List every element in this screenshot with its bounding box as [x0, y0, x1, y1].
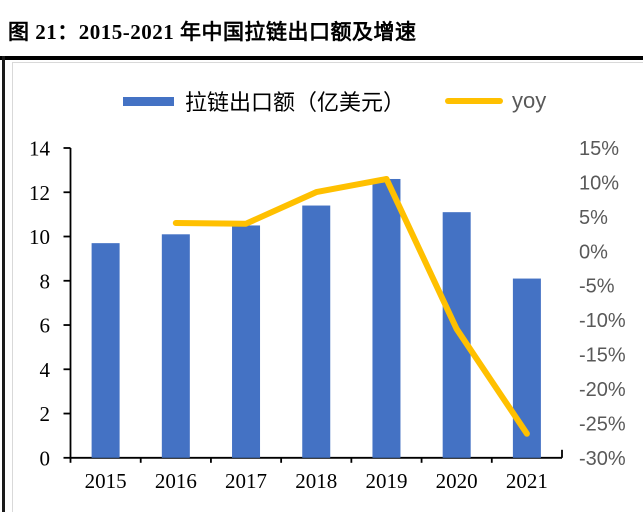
title-underline	[0, 56, 643, 60]
right-axis-tick-label: -10%	[579, 310, 626, 332]
x-axis-category-label: 2021	[506, 469, 548, 493]
y-axis-tick-label: 14	[29, 137, 51, 161]
y-axis-tick-label: 8	[40, 269, 51, 293]
y-axis-tick-label: 12	[29, 181, 50, 205]
yoy-line	[172, 176, 530, 437]
x-axis-category-label: 2015	[85, 469, 127, 493]
x-axis-category-label: 2016	[155, 469, 197, 493]
bar-2020	[442, 212, 471, 458]
right-axis-tick-label: -30%	[579, 448, 626, 470]
right-axis-tick-label: 5%	[579, 207, 608, 229]
right-axis-tick-label: -5%	[579, 276, 615, 298]
figure-left-border	[2, 56, 5, 512]
y-axis-tick-label: 10	[29, 225, 50, 249]
x-axis-category-label: 2020	[436, 469, 478, 493]
bar-2017	[232, 225, 261, 458]
x-axis-category-label: 2017	[225, 469, 267, 493]
legend-bar-label: 拉链出口额（亿美元）	[185, 90, 406, 115]
x-axis-category-label: 2018	[295, 469, 337, 493]
chart-legend: 拉链出口额（亿美元） yoy	[123, 88, 547, 115]
right-axis-tick-label: 0%	[579, 241, 608, 263]
right-axis-tick-label: -25%	[579, 413, 626, 435]
bar-2021	[512, 278, 541, 458]
bar-2015	[91, 243, 120, 458]
legend-line-swatch	[445, 98, 504, 104]
chart-frame	[12, 62, 643, 512]
figure-title: 图 21：2015-2021 年中国拉链出口额及增速	[8, 20, 417, 44]
y-axis-tick-label: 4	[40, 358, 51, 382]
right-axis-tick-label: 10%	[579, 172, 619, 194]
y-axis-tick-label: 0	[40, 446, 51, 470]
legend-bar-swatch	[123, 96, 174, 106]
y-axis-tick-label: 6	[40, 314, 51, 338]
x-axis-category-label: 2019	[365, 469, 407, 493]
bar-2019	[372, 178, 401, 458]
right-axis-tick-label: -15%	[579, 345, 626, 367]
legend-line-label: yoy	[512, 88, 547, 113]
right-axis-tick-label: 15%	[579, 138, 619, 160]
right-axis-tick-label: -20%	[579, 379, 626, 401]
y-axis-tick-label: 2	[40, 402, 51, 426]
bar-2016	[161, 234, 190, 458]
bar-2018	[302, 205, 331, 458]
